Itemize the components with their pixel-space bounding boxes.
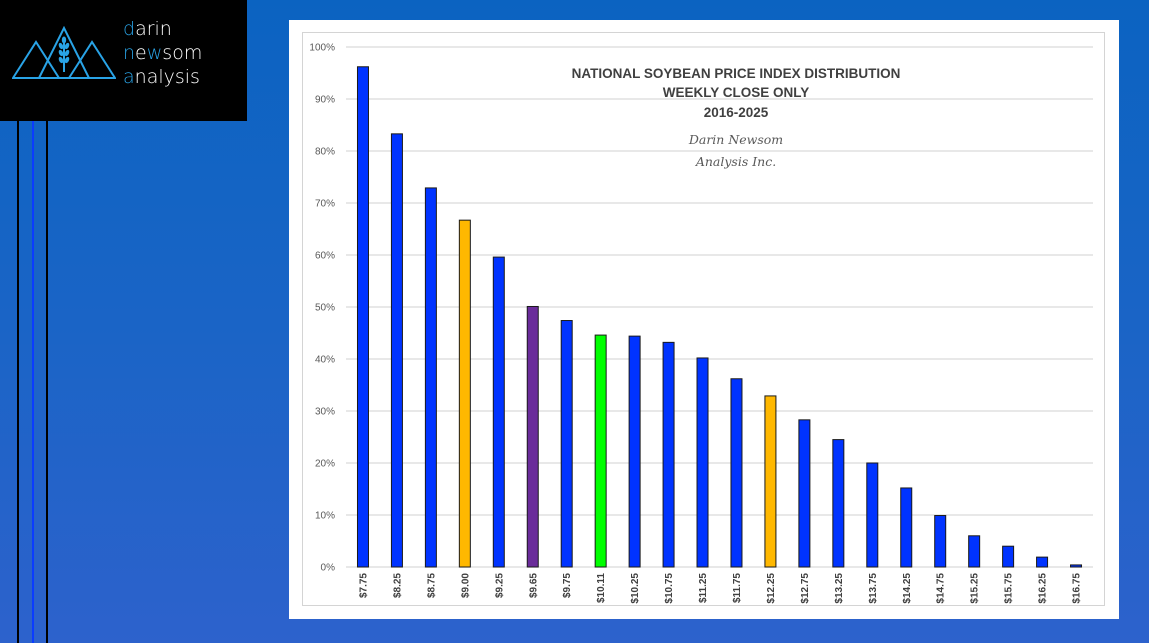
- x-tick-label: $11.75: [732, 573, 743, 603]
- bar: [1002, 545, 1015, 568]
- y-tick-label: 80%: [315, 147, 335, 158]
- chart-area-border: [302, 32, 1105, 606]
- x-tick-label: $8.75: [426, 573, 437, 598]
- x-tick-label: $9.75: [562, 573, 573, 598]
- y-tick-label: 0%: [321, 563, 336, 574]
- x-tick-label: $10.11: [596, 573, 607, 603]
- x-tick-label: $9.00: [460, 573, 471, 598]
- brand-name: darin newsom analysis: [123, 17, 202, 89]
- decorative-line-black-left: [17, 121, 19, 643]
- y-tick-label: 50%: [315, 303, 335, 314]
- bar: [832, 439, 845, 568]
- x-axis-ticks: $7.75 $8.25 $8.75 $9.00 $9.25 $9.65 $9.75 $10.1…: [358, 573, 1082, 604]
- decorative-line-blue: [32, 121, 34, 643]
- x-tick-label: $13.25: [834, 573, 845, 604]
- bar: [968, 535, 981, 568]
- x-tick-label: $10.25: [630, 573, 641, 604]
- bars: [356, 66, 1083, 568]
- watermark-line2: Analysis Inc.: [695, 154, 776, 169]
- brand-line-darin: darin: [123, 18, 172, 40]
- y-tick-label: 60%: [315, 251, 335, 262]
- bar: [390, 133, 403, 568]
- bar-chart: 0% 10% 20% 30% 40% 50% 60% 70% 80% 90% 100% NATION…: [309, 43, 1093, 604]
- y-tick-label: 30%: [315, 407, 335, 418]
- bar: [1070, 564, 1083, 568]
- x-tick-label: $14.25: [902, 573, 913, 604]
- x-tick-label: $15.25: [970, 573, 981, 604]
- brand-line-analysis: analysis: [123, 66, 200, 88]
- chart-years: 2016-2025: [704, 105, 769, 120]
- bar: [560, 320, 573, 568]
- bar: [866, 462, 879, 568]
- x-tick-label: $9.65: [528, 573, 539, 598]
- x-tick-label: $14.75: [936, 573, 947, 604]
- y-tick-label: 90%: [315, 95, 335, 106]
- x-tick-label: $12.75: [800, 573, 811, 604]
- x-tick-label: $10.75: [664, 573, 675, 604]
- bar: [492, 256, 505, 568]
- bar: [458, 219, 471, 568]
- chart-subtitle: WEEKLY CLOSE ONLY: [663, 85, 810, 100]
- bar: [662, 341, 675, 568]
- bar: [594, 334, 607, 568]
- bar: [900, 487, 913, 568]
- bar: [696, 357, 709, 568]
- bar: [798, 419, 811, 568]
- bar: [1036, 556, 1049, 568]
- gridlines: [346, 46, 1093, 568]
- x-tick-label: $16.75: [1072, 573, 1083, 604]
- x-tick-label: $7.75: [358, 573, 369, 598]
- bar: [764, 395, 777, 568]
- x-tick-label: $16.25: [1038, 573, 1049, 604]
- x-tick-label: $12.25: [766, 573, 777, 604]
- brand-line-newsom: newsom: [123, 42, 203, 64]
- mountain-wheat-logo-icon: [12, 26, 116, 79]
- x-tick-label: $8.25: [392, 573, 403, 598]
- chart-frame: 0% 10% 20% 30% 40% 50% 60% 70% 80% 90% 100% NATION…: [289, 20, 1119, 619]
- bar: [628, 335, 641, 568]
- y-tick-label: 70%: [315, 199, 335, 210]
- y-tick-label: 10%: [315, 511, 335, 522]
- y-tick-label: 100%: [309, 43, 335, 54]
- x-tick-label: $11.25: [698, 573, 709, 603]
- chart-title: NATIONAL SOYBEAN PRICE INDEX DISTRIBUTIO…: [572, 66, 901, 81]
- bar: [934, 515, 947, 568]
- bar: [730, 378, 743, 568]
- x-tick-label: $15.75: [1004, 573, 1015, 604]
- decorative-line-black-right: [46, 121, 48, 643]
- brand-logo: darin newsom analysis: [0, 0, 247, 121]
- y-tick-label: 20%: [315, 459, 335, 470]
- y-axis-ticks: 0% 10% 20% 30% 40% 50% 60% 70% 80% 90% 100%: [309, 43, 335, 574]
- bar: [526, 305, 539, 568]
- watermark-line1: Darin Newsom: [688, 132, 783, 147]
- y-tick-label: 40%: [315, 355, 335, 366]
- x-tick-label: $13.75: [868, 573, 879, 604]
- x-tick-label: $9.25: [494, 573, 505, 598]
- bar: [356, 66, 369, 568]
- bar: [424, 187, 437, 568]
